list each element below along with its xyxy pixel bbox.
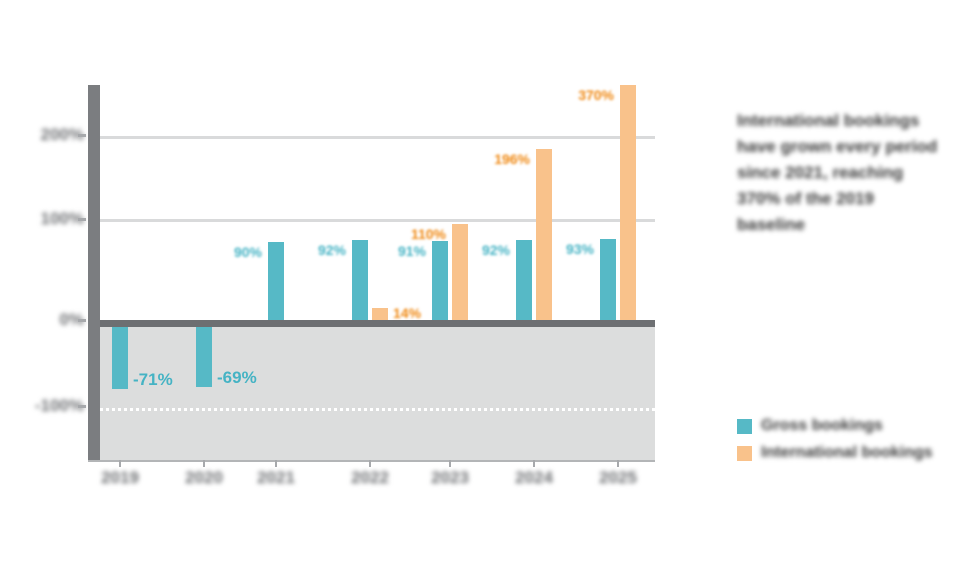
x-tick-label-2024: 2024 [515, 468, 553, 487]
x-tick-label-2020: 2020 [185, 468, 223, 487]
bar-label-gross-2022: 92% [317, 241, 346, 258]
bar-label-gross-2023: 91% [397, 242, 426, 259]
legend-swatch-teal [737, 418, 752, 434]
legend-item-gross-bookings: Gross bookings [737, 417, 933, 435]
x-tick-label-2021: 2021 [257, 468, 295, 487]
bar-international-2024 [536, 149, 552, 320]
legend-swatch-orange [737, 445, 752, 461]
bar-gross-2021 [268, 241, 284, 320]
annotation-text: International bookings have grown every … [737, 111, 938, 234]
bar-gross-2024 [516, 239, 532, 320]
y-tick-label--100pct: -100% [34, 396, 84, 415]
y-tick-mark [78, 319, 86, 322]
bar-label-international-2025: 370% [578, 87, 614, 103]
legend: Gross bookings International bookings [737, 417, 933, 471]
x-tick-mark [119, 460, 121, 467]
bar-label-international-2022: 14% [393, 304, 422, 321]
y-tick-mark [78, 405, 86, 408]
bar-label-gross-2024: 92% [481, 241, 510, 258]
x-tick-mark [533, 460, 535, 467]
x-tick-mark [203, 460, 205, 467]
legend-label-international-bookings: International bookings [761, 444, 933, 461]
bar-label-international-2023: 110% [410, 226, 446, 243]
x-tick-label-2025: 2025 [599, 468, 637, 487]
gridline-200pct [100, 136, 655, 139]
legend-item-international-bookings: International bookings [737, 444, 933, 462]
negative-region-shading [100, 327, 655, 460]
gridline-100pct [100, 219, 655, 222]
x-axis [88, 460, 655, 462]
y-tick-label-0pct: 0% [59, 310, 84, 329]
x-tick-label-2023: 2023 [431, 468, 469, 487]
bar-label-gross-2019: -71% [133, 369, 173, 389]
x-tick-mark [275, 460, 277, 467]
bar-label-international-2024: 196% [494, 151, 530, 168]
y-tick-mark [78, 134, 86, 137]
bar-international-2023 [452, 224, 468, 320]
bar-gross-2022 [352, 239, 368, 320]
bar-gross-2025 [600, 239, 616, 320]
bar-gross-2023 [432, 240, 448, 320]
y-tick-label-200pct: 200% [40, 125, 84, 144]
y-axis [88, 85, 100, 462]
y-tick-label-100pct: 100% [40, 209, 84, 228]
bar-international-2022 [372, 307, 388, 320]
bar-international-2025 [620, 85, 636, 320]
bar-label-gross-2020: -69% [217, 368, 257, 388]
x-tick-mark [369, 460, 371, 467]
legend-label-gross-bookings: Gross bookings [761, 417, 883, 434]
bar-label-gross-2025: 93% [565, 241, 594, 258]
x-tick-mark [449, 460, 451, 467]
bar-gross-2019 [112, 327, 128, 389]
x-tick-label-2019: 2019 [101, 468, 139, 487]
x-tick-mark [617, 460, 619, 467]
zero-baseline [100, 320, 655, 327]
bar-gross-2020 [196, 327, 212, 388]
x-tick-label-2022: 2022 [351, 468, 389, 487]
bar-label-gross-2021: 90% [233, 243, 262, 260]
gridline-neg100pct-dotted [100, 408, 655, 411]
y-tick-mark [78, 218, 86, 221]
